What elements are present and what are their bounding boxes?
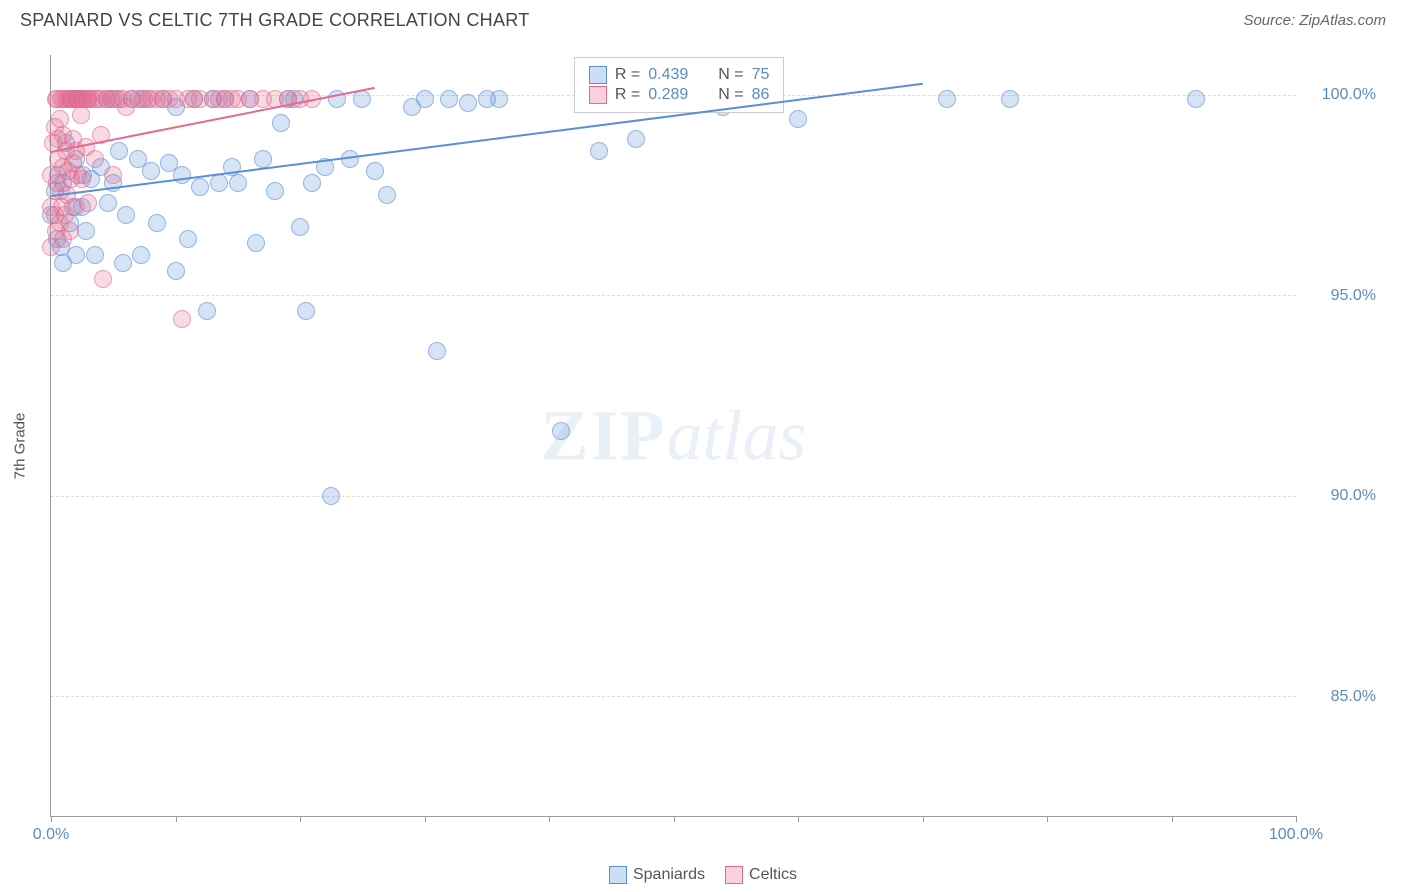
scatter-point-spaniards xyxy=(142,162,160,180)
scatter-point-spaniards xyxy=(440,90,458,108)
x-tick-mark xyxy=(1047,816,1048,822)
chart-header: SPANIARD VS CELTIC 7TH GRADE CORRELATION… xyxy=(0,0,1406,43)
scatter-point-spaniards xyxy=(272,114,290,132)
y-axis-label: 7th Grade xyxy=(12,413,29,480)
scatter-point-spaniards xyxy=(191,178,209,196)
scatter-point-celtics xyxy=(51,110,69,128)
legend-swatch xyxy=(725,866,743,884)
scatter-point-spaniards xyxy=(229,174,247,192)
chart-title: SPANIARD VS CELTIC 7TH GRADE CORRELATION… xyxy=(20,10,530,31)
x-tick-mark xyxy=(1172,816,1173,822)
scatter-point-spaniards xyxy=(173,166,191,184)
y-tick-label: 95.0% xyxy=(1331,287,1376,305)
legend-swatch xyxy=(589,86,607,104)
x-tick-mark xyxy=(923,816,924,822)
x-tick-mark xyxy=(425,816,426,822)
scatter-point-celtics xyxy=(94,270,112,288)
bottom-legend-item: Celtics xyxy=(725,866,797,884)
scatter-point-spaniards xyxy=(322,487,340,505)
scatter-point-spaniards xyxy=(552,422,570,440)
legend-label: Celtics xyxy=(749,866,797,884)
scatter-point-spaniards xyxy=(416,90,434,108)
plot-area: ZIPatlas 0.0%100.0%R =0.439N =75R =0.289… xyxy=(50,55,1296,817)
scatter-point-celtics xyxy=(79,194,97,212)
scatter-point-spaniards xyxy=(590,142,608,160)
scatter-point-celtics xyxy=(72,106,90,124)
x-tick-label: 0.0% xyxy=(33,826,69,844)
scatter-point-spaniards xyxy=(366,162,384,180)
scatter-point-spaniards xyxy=(303,174,321,192)
scatter-point-spaniards xyxy=(428,342,446,360)
scatter-point-spaniards xyxy=(117,206,135,224)
scatter-point-spaniards xyxy=(297,302,315,320)
scatter-point-spaniards xyxy=(114,254,132,272)
scatter-point-spaniards xyxy=(210,174,228,192)
x-tick-mark xyxy=(1296,816,1297,822)
legend-label: Spaniards xyxy=(633,866,705,884)
y-tick-label: 90.0% xyxy=(1331,487,1376,505)
x-tick-mark xyxy=(176,816,177,822)
chart-container: ZIPatlas 0.0%100.0%R =0.439N =75R =0.289… xyxy=(50,55,1386,837)
stat-r-label: R = xyxy=(615,66,640,84)
scatter-point-spaniards xyxy=(110,142,128,160)
x-tick-mark xyxy=(51,816,52,822)
scatter-point-spaniards xyxy=(459,94,477,112)
watermark: ZIPatlas xyxy=(540,394,806,477)
scatter-point-celtics xyxy=(61,222,79,240)
scatter-point-spaniards xyxy=(378,186,396,204)
x-tick-mark xyxy=(674,816,675,822)
scatter-point-spaniards xyxy=(77,222,95,240)
scatter-point-spaniards xyxy=(167,262,185,280)
gridline-h xyxy=(51,696,1296,697)
scatter-point-spaniards xyxy=(67,246,85,264)
stat-n-value: 86 xyxy=(752,86,770,104)
stat-legend-row: R = 0.289 N = 86 xyxy=(589,86,770,104)
stat-n-value: 75 xyxy=(752,66,770,84)
scatter-point-spaniards xyxy=(266,182,284,200)
bottom-legend-item: Spaniards xyxy=(609,866,705,884)
x-tick-mark xyxy=(300,816,301,822)
scatter-point-spaniards xyxy=(1187,90,1205,108)
scatter-point-spaniards xyxy=(247,234,265,252)
scatter-point-celtics xyxy=(86,150,104,168)
chart-source: Source: ZipAtlas.com xyxy=(1243,12,1386,29)
x-tick-mark xyxy=(549,816,550,822)
scatter-point-celtics xyxy=(104,166,122,184)
stat-n-label: N = xyxy=(718,86,743,104)
scatter-point-spaniards xyxy=(627,130,645,148)
scatter-point-celtics xyxy=(73,170,91,188)
scatter-point-spaniards xyxy=(490,90,508,108)
scatter-point-spaniards xyxy=(148,214,166,232)
gridline-h xyxy=(51,496,1296,497)
legend-swatch xyxy=(609,866,627,884)
legend-swatch xyxy=(589,66,607,84)
scatter-point-spaniards xyxy=(789,110,807,128)
stat-n-label: N = xyxy=(718,66,743,84)
bottom-legend: Spaniards Celtics xyxy=(0,866,1406,884)
stat-legend-row: R = 0.439 N = 75 xyxy=(589,66,770,84)
stat-r-label: R = xyxy=(615,86,640,104)
scatter-point-spaniards xyxy=(198,302,216,320)
scatter-point-spaniards xyxy=(1001,90,1019,108)
gridline-h xyxy=(51,295,1296,296)
x-tick-label: 100.0% xyxy=(1269,826,1323,844)
scatter-point-spaniards xyxy=(179,230,197,248)
scatter-point-spaniards xyxy=(254,150,272,168)
stat-r-value: 0.289 xyxy=(648,86,688,104)
scatter-point-spaniards xyxy=(86,246,104,264)
scatter-point-spaniards xyxy=(132,246,150,264)
watermark-atlas: atlas xyxy=(667,395,807,475)
x-tick-mark xyxy=(798,816,799,822)
scatter-point-spaniards xyxy=(291,218,309,236)
scatter-point-spaniards xyxy=(938,90,956,108)
scatter-point-celtics xyxy=(173,310,191,328)
scatter-point-spaniards xyxy=(353,90,371,108)
stat-r-value: 0.439 xyxy=(648,66,688,84)
scatter-point-spaniards xyxy=(99,194,117,212)
y-tick-label: 100.0% xyxy=(1322,86,1376,104)
y-tick-label: 85.0% xyxy=(1331,688,1376,706)
